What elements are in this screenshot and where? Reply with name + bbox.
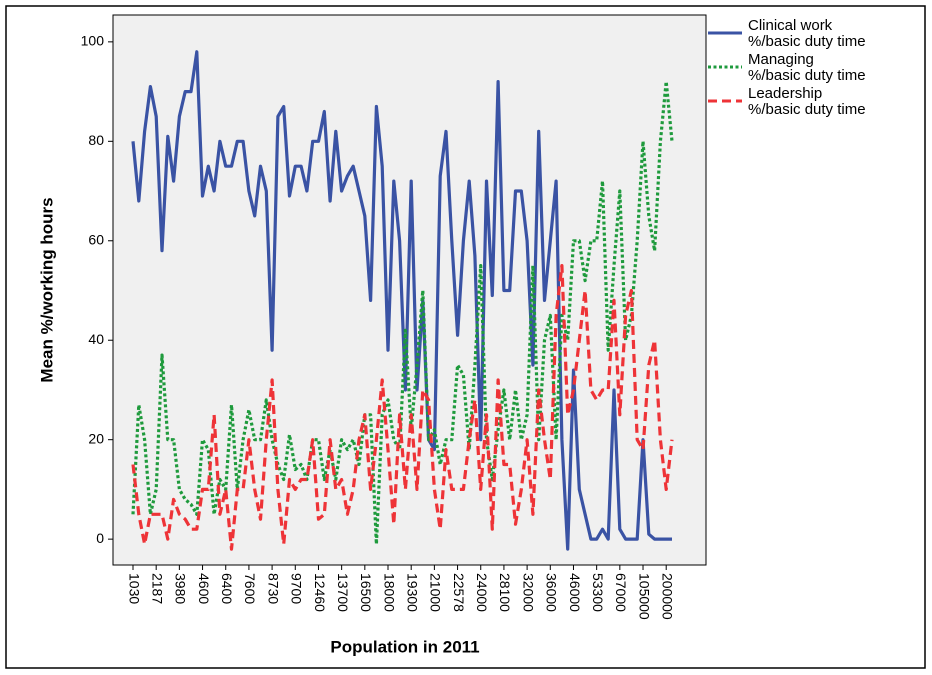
x-tick-label: 28100	[497, 573, 513, 612]
x-tick-label: 24000	[474, 573, 490, 612]
x-tick-label: 21000	[428, 573, 444, 612]
legend-label: Clinical work %/basic duty time	[748, 17, 866, 50]
x-tick-label: 67000	[613, 573, 629, 612]
legend-label: Managing %/basic duty time	[748, 51, 866, 84]
x-tick-label: 18000	[381, 573, 397, 612]
series-line	[131, 50, 672, 551]
y-tick-label: 0	[96, 530, 104, 546]
series-line	[131, 80, 674, 546]
x-tick-label: 46000	[567, 573, 583, 612]
x-tick-label: 22578	[451, 573, 467, 612]
x-tick-label: 3980	[173, 573, 189, 604]
x-tick-label: 1030	[126, 573, 142, 604]
x-tick-label: 7600	[242, 573, 258, 604]
x-tick-label: 13700	[335, 573, 351, 612]
frame	[5, 5, 926, 669]
y-axis-label: Mean %/working hours	[37, 197, 56, 382]
x-tick-label: 9700	[289, 573, 305, 604]
series-line	[131, 264, 674, 551]
x-tick-label: 2187	[149, 573, 165, 604]
x-tick-label: 200000	[660, 573, 676, 620]
y-tick-label: 80	[88, 132, 104, 148]
y-tick-label: 100	[81, 33, 105, 49]
x-tick-label: 19300	[404, 573, 420, 612]
x-tick-label: 4600	[196, 573, 212, 604]
x-tick-label: 12460	[312, 573, 328, 612]
x-tick-label: 32000	[520, 573, 536, 612]
x-tick-label: 53300	[590, 573, 606, 612]
y-tick-label: 60	[88, 231, 104, 247]
y-tick-label: 20	[88, 430, 104, 446]
x-tick-label: 16500	[358, 573, 374, 612]
x-tick-label: 6400	[219, 573, 235, 604]
y-tick-label: 40	[88, 331, 104, 347]
x-tick-label: 105000	[636, 573, 652, 620]
legend-label: Leadership %/basic duty time	[748, 85, 866, 118]
x-tick-label: 36000	[544, 573, 560, 612]
x-tick-label: 8730	[265, 573, 281, 604]
x-axis-label: Population in 2011	[330, 637, 479, 656]
